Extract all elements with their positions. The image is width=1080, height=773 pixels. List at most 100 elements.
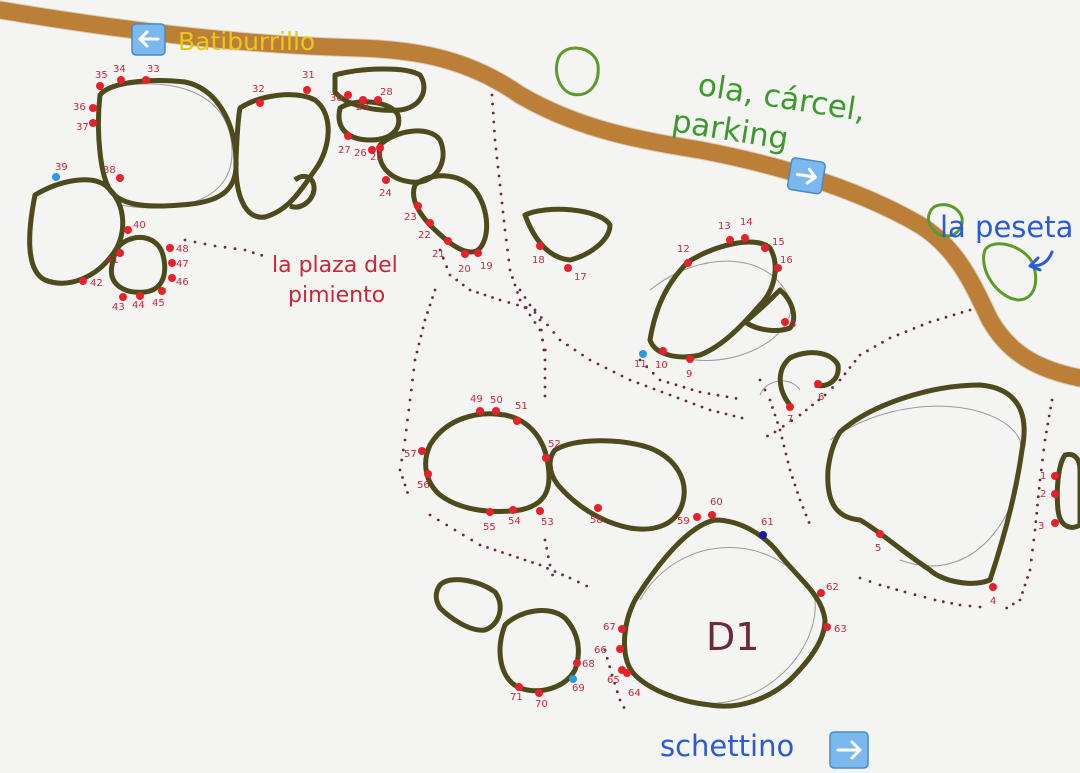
problem-dot-30[interactable] (344, 91, 352, 99)
problem-dot-43[interactable] (119, 293, 127, 301)
problem-dot-7[interactable] (786, 403, 794, 411)
problem-dot-18[interactable] (536, 242, 544, 250)
trail-dot (782, 444, 786, 448)
problem-dot-17[interactable] (564, 264, 572, 272)
problem-number-19: 19 (480, 261, 493, 272)
problem-dot-65[interactable] (618, 666, 626, 674)
trail-dot (436, 518, 440, 522)
problem-dot-55[interactable] (486, 508, 494, 516)
problem-dot-60[interactable] (708, 511, 716, 519)
trail-dot (400, 458, 404, 462)
trail-dot (516, 556, 519, 559)
problem-dot-19[interactable] (474, 249, 482, 257)
problem-dot-59[interactable] (693, 513, 701, 521)
problem-dot-15[interactable] (761, 244, 769, 252)
problem-dot-48[interactable] (166, 244, 174, 252)
problem-dot-40[interactable] (124, 226, 132, 234)
problem-dot-61[interactable] (759, 531, 767, 539)
trail-dot (541, 338, 544, 342)
problem-dot-26[interactable] (368, 146, 376, 154)
problem-dot-1[interactable] (1051, 472, 1059, 480)
trail-dot (1036, 495, 1040, 499)
problem-number-8: 8 (790, 319, 796, 330)
problem-dot-35[interactable] (96, 82, 104, 90)
problem-dot-11[interactable] (639, 350, 647, 358)
problem-dot-6[interactable] (814, 380, 822, 388)
problem-dot-50[interactable] (492, 407, 500, 415)
problem-dot-3[interactable] (1051, 519, 1059, 527)
trail-dot (618, 698, 622, 702)
problem-dot-23[interactable] (414, 202, 422, 210)
problem-dot-4[interactable] (989, 583, 997, 591)
problem-dot-38[interactable] (116, 174, 124, 182)
trail-dot (415, 350, 419, 354)
trail-dot (690, 388, 694, 391)
problem-dot-67[interactable] (618, 625, 626, 633)
problem-dot-8[interactable] (781, 318, 789, 326)
problem-dot-29[interactable] (359, 96, 367, 104)
problem-dot-33[interactable] (142, 76, 150, 84)
trail-dot (490, 93, 494, 97)
problem-number-58: 58 (590, 515, 603, 526)
problem-number-65: 65 (607, 675, 620, 686)
problem-dot-52[interactable] (542, 454, 550, 462)
problem-dot-70[interactable] (535, 689, 543, 697)
problem-dot-16[interactable] (774, 264, 782, 272)
problem-dot-32[interactable] (256, 99, 264, 107)
problem-dot-56[interactable] (424, 470, 432, 478)
problem-dot-2[interactable] (1051, 490, 1059, 498)
trail-dot (494, 147, 498, 151)
problem-dot-28[interactable] (374, 96, 382, 104)
trail-dot (453, 528, 457, 532)
problem-dot-63[interactable] (823, 623, 831, 631)
problem-dot-51[interactable] (513, 417, 521, 425)
trail-dot (920, 323, 924, 327)
problem-dot-36[interactable] (89, 104, 97, 112)
problem-dot-31[interactable] (303, 86, 311, 94)
problem-dot-57[interactable] (418, 447, 426, 455)
problem-dot-13[interactable] (726, 236, 734, 244)
trail-dot (413, 358, 417, 362)
problem-dot-9[interactable] (686, 355, 694, 363)
trail-dot (636, 381, 640, 385)
problem-dot-66[interactable] (616, 645, 624, 653)
trail-dot (853, 359, 857, 363)
problem-dot-54[interactable] (509, 506, 517, 514)
problem-dot-42[interactable] (79, 277, 87, 285)
problem-dot-58[interactable] (594, 504, 602, 512)
problem-dot-24[interactable] (382, 176, 390, 184)
trail-dot (403, 438, 407, 442)
problem-dot-44[interactable] (136, 292, 144, 300)
problem-dot-62[interactable] (817, 589, 825, 597)
problem-dot-21[interactable] (444, 237, 452, 245)
problem-dot-20[interactable] (461, 250, 469, 258)
problem-number-49: 49 (470, 394, 483, 405)
problem-dot-41[interactable] (116, 249, 124, 257)
problem-dot-46[interactable] (168, 274, 176, 282)
problem-dot-34[interactable] (117, 76, 125, 84)
trail-dot (491, 111, 495, 115)
problem-dot-37[interactable] (89, 119, 97, 127)
problem-dot-27[interactable] (344, 132, 352, 140)
trail-dot (638, 358, 642, 362)
problem-dot-68[interactable] (573, 659, 581, 667)
problem-dot-69[interactable] (569, 675, 577, 683)
trail-dot (523, 296, 527, 299)
problem-dot-45[interactable] (158, 287, 166, 295)
problem-dot-53[interactable] (536, 507, 544, 515)
problem-dot-5[interactable] (876, 530, 884, 538)
trail-dot (493, 138, 497, 142)
trail-dot (193, 240, 197, 244)
trail-dot (950, 601, 954, 605)
problem-dot-10[interactable] (659, 347, 667, 355)
problem-dot-39[interactable] (52, 173, 60, 181)
problem-number-56: 56 (417, 480, 430, 491)
trail-dot (928, 320, 932, 324)
problem-dot-22[interactable] (426, 219, 434, 227)
problem-dot-47[interactable] (168, 259, 176, 267)
problem-dot-12[interactable] (684, 259, 692, 267)
problem-dot-25[interactable] (376, 144, 384, 152)
problem-dot-14[interactable] (741, 234, 749, 242)
problem-dot-71[interactable] (515, 683, 523, 691)
problem-dot-49[interactable] (476, 407, 484, 415)
